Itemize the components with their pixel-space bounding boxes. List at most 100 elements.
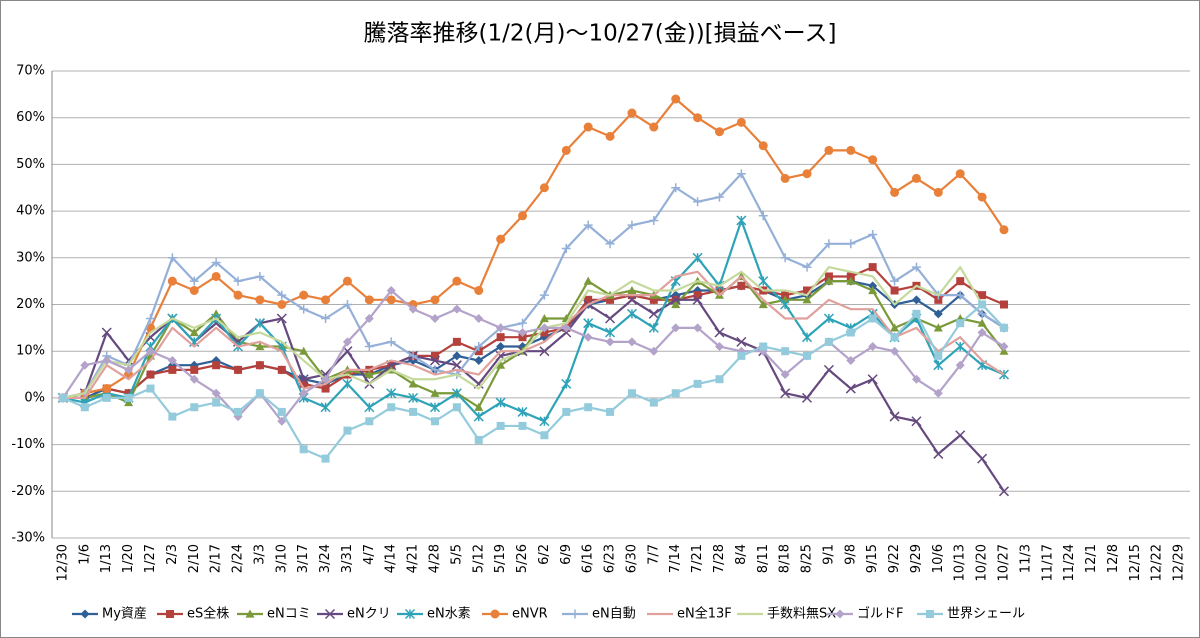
marker [299,379,308,388]
marker [934,295,943,304]
point [193,346,195,348]
marker [889,411,900,422]
marker [496,342,506,352]
y-tick-label: 30% [16,250,45,265]
point [434,378,436,380]
point [303,360,305,362]
point [390,360,392,362]
marker [978,300,987,309]
point [828,299,830,301]
legend-label: eN水素 [427,607,471,622]
marker [80,360,90,370]
x-tick-label: 5/19 [493,544,508,573]
x-tick-label: 12/29 [1172,544,1187,581]
marker [321,454,330,463]
marker [233,290,243,300]
legend-item: eNクリ [317,607,391,622]
marker [933,309,943,319]
x-tick-label: 4/7 [362,544,377,565]
marker [386,337,396,347]
marker [452,403,461,412]
marker [490,609,500,619]
point [522,350,524,352]
marker [299,304,309,314]
marker [868,342,878,352]
marker [496,234,506,244]
point [346,374,348,376]
y-tick-label: 50% [16,157,45,172]
marker [846,239,856,249]
marker [649,346,659,356]
marker [605,327,616,338]
marker [781,347,790,356]
point [259,341,261,343]
marker [605,239,615,249]
series-line [62,266,1005,399]
marker [364,370,374,379]
y-tick-label: 20% [16,297,45,312]
marker [758,300,768,309]
x-tick-label: 5/26 [515,544,530,573]
marker [474,356,484,366]
marker [803,286,812,295]
marker [911,295,921,305]
x-tick-label: 4/14 [384,544,399,573]
x-tick-label: 1/20 [121,544,136,573]
marker [737,281,746,290]
marker [255,361,264,370]
marker [649,398,658,407]
marker [911,173,921,183]
marker [956,319,965,328]
marker [956,277,965,286]
marker [714,327,725,338]
point [872,308,874,310]
point [106,364,108,366]
point [149,360,151,362]
x-tick-label: 10/6 [931,544,946,573]
point [84,392,86,394]
marker [926,610,934,618]
point [500,360,502,362]
x-tick-label: 8/25 [800,544,815,573]
marker [627,108,637,118]
marker [868,314,877,323]
marker [693,379,702,388]
legend-label: 世界シェール [947,607,1025,622]
marker [627,285,637,295]
legend-item: 世界シェール [917,607,1025,622]
marker [408,379,418,388]
x-tick-label: 10/20 [975,544,990,581]
marker [584,403,593,412]
marker [781,291,790,300]
marker [124,389,133,398]
marker [955,360,965,370]
marker [211,388,221,398]
x-tick-label: 5/12 [471,544,486,573]
point [872,275,874,277]
y-tick-label: 70% [16,64,45,79]
marker [627,220,637,230]
point [915,327,917,329]
point [762,299,764,301]
marker [693,113,703,123]
marker [584,295,593,304]
point [193,327,195,329]
marker [211,271,221,281]
point [325,383,327,385]
marker [255,271,265,281]
marker [801,332,813,343]
marker [561,323,571,333]
point [850,271,852,273]
marker [583,318,594,329]
marker [693,323,703,333]
point [303,388,305,390]
marker [977,309,987,319]
x-tick-label: 11/3 [1018,544,1033,573]
marker [124,393,133,402]
marker [101,327,112,338]
series [58,94,1009,403]
marker [867,374,878,385]
marker [102,384,112,394]
marker [977,453,988,464]
point [718,285,720,287]
